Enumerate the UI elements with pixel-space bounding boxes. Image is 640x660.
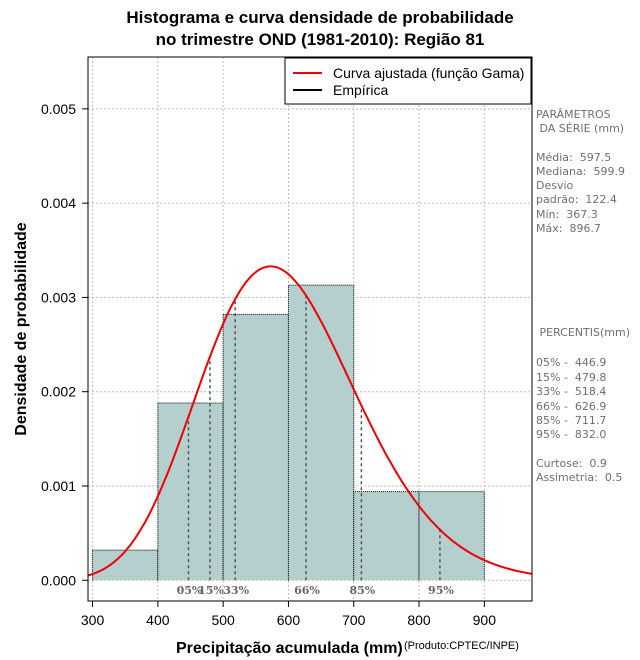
curtose: Curtose: 0.9 [536, 457, 607, 470]
y-tick-label: 0.002 [41, 384, 76, 400]
histogram-bar [288, 285, 354, 581]
x-tick-label: 400 [146, 612, 170, 628]
legend-empirical-label: Empírica [333, 82, 388, 98]
chart-title-line2: no trimestre OND (1981-2010): Região 81 [155, 30, 485, 49]
plot-frame [87, 56, 533, 602]
x-tick-label: 500 [211, 612, 235, 628]
params-title-1: PARÂMETROS [536, 108, 611, 121]
percentile-label: 66% [294, 584, 320, 597]
percentile-label: 33% [223, 584, 249, 597]
gamma-curve-path [87, 265, 533, 577]
histogram-bar [157, 403, 224, 581]
histogram-bars [92, 284, 485, 581]
percentil-95: 95% - 832.0 [536, 428, 607, 441]
y-tick-label: 0.003 [41, 289, 76, 305]
param-mediana: Mediana: 599.9 [536, 165, 625, 178]
param-min: Mín: 367.3 [536, 208, 598, 221]
legend-curve-label: Curva ajustada (função Gama) [333, 65, 524, 81]
histogram-bar [92, 550, 158, 581]
percentil-15: 15% - 479.8 [536, 371, 607, 384]
assimetria: Assimetria: 0.5 [536, 471, 623, 484]
legend-box [284, 57, 532, 105]
percentis-title: PERCENTIS(mm) [536, 326, 630, 339]
x-tick-label: 600 [277, 612, 301, 628]
histogram-bar-outline [418, 491, 485, 581]
params-title-2: DA SÉRIE (mm) [536, 122, 625, 135]
histogram-bar [223, 314, 289, 581]
percentil-66: 66% - 626.9 [536, 400, 607, 413]
x-tick-label: 300 [81, 612, 105, 628]
percentile-label: 05% [177, 584, 203, 597]
histogram-bar-outline [157, 402, 224, 581]
y-tick-label: 0.001 [41, 478, 76, 494]
param-media: Média: 597.5 [536, 151, 612, 164]
param-max: Máx: 896.7 [536, 222, 601, 235]
percentile-lines: 05%15% 33% 66% 85% 95% [177, 295, 454, 597]
percentile-label: 95% [428, 584, 454, 597]
x-axis-label: Precipitação acumulada (mm) [176, 640, 403, 657]
y-axis-label: Densidade de probabilidade [13, 222, 30, 435]
y-tick-label: 0.004 [41, 195, 76, 211]
histogram-bar [353, 491, 420, 581]
percentil-33: 33% - 518.4 [536, 385, 607, 398]
histogram-bar [419, 491, 485, 581]
x-tick-label: 900 [473, 612, 497, 628]
x-tick-label: 800 [407, 612, 431, 628]
param-desvio-2: padrão: 122.4 [536, 193, 617, 206]
percentil-05: 05% - 446.9 [536, 356, 607, 369]
y-tick-label: 0.000 [41, 572, 76, 588]
chart-title-line1: Histograma e curva densidade de probabil… [126, 8, 514, 27]
param-desvio-1: Desvio [536, 179, 574, 192]
percentil-85: 85% - 711.7 [536, 414, 607, 427]
x-tick-label: 700 [342, 612, 366, 628]
y-tick-label: 0.005 [41, 101, 76, 117]
legend: Curva ajustada (função Gama) Empírica [284, 57, 532, 105]
gamma-curve [87, 265, 533, 577]
axes: 300 400 500 600 700 800 900 0.000 0.001 0.002 0.00… [41, 101, 496, 628]
percentile-label: 85% [350, 584, 376, 597]
product-credit: (Produto:CPTEC/INPE) [404, 640, 519, 652]
percentile-label: 15% [198, 584, 224, 597]
